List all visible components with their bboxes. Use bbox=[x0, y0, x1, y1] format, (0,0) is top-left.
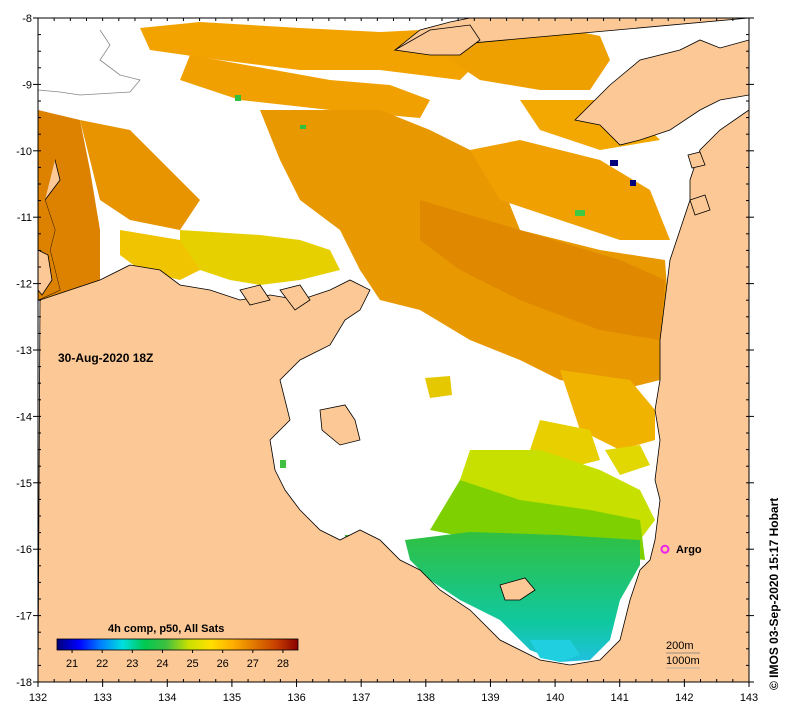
y-axis: -8 -9 -10 -11 -12 -13 -14 -15 -16 -17 -18 bbox=[16, 13, 754, 689]
x-tick-label: 136 bbox=[287, 692, 305, 704]
x-tick-label: 133 bbox=[93, 692, 111, 704]
colorbar-tick-label: 21 bbox=[66, 658, 78, 670]
colorbar-tick-label: 28 bbox=[277, 658, 289, 670]
timestamp-label: 30-Aug-2020 18Z bbox=[58, 351, 153, 365]
argo-marker: Argo bbox=[660, 544, 702, 556]
x-tick-label: 141 bbox=[611, 692, 629, 704]
x-tick-label: 138 bbox=[417, 692, 435, 704]
colorbar: 4h comp, p50, All Sats 21 22 23 24 25 26 27 28 bbox=[56, 623, 299, 670]
colorbar-tick-label: 24 bbox=[156, 658, 168, 670]
x-tick-label: 139 bbox=[481, 692, 499, 704]
y-tick-label: -14 bbox=[16, 411, 32, 423]
y-tick-label: -8 bbox=[22, 13, 32, 25]
x-tick-label: 134 bbox=[158, 692, 176, 704]
depth-legend-1000m: 1000m bbox=[666, 655, 700, 667]
colorbar-tick-label: 26 bbox=[217, 658, 229, 670]
x-tick-label: 140 bbox=[546, 692, 564, 704]
y-tick-label: -15 bbox=[16, 478, 32, 490]
depth-legend-200m: 200m bbox=[666, 640, 694, 652]
x-tick-label: 143 bbox=[740, 692, 758, 704]
colorbar-tick-label: 25 bbox=[186, 658, 198, 670]
land bbox=[38, 18, 749, 682]
x-tick-label: 135 bbox=[223, 692, 241, 704]
x-axis: 132 133 134 135 136 137 138 139 140 141 142 143 bbox=[29, 18, 758, 704]
credit-label: © IMOS 03-Sep-2020 15:17 Hobart bbox=[767, 498, 781, 690]
colorbar-bar bbox=[56, 638, 299, 651]
y-tick-label: -11 bbox=[17, 212, 32, 224]
plot-area bbox=[38, 18, 749, 682]
y-tick-label: -18 bbox=[16, 677, 32, 689]
colorbar-tick-label: 23 bbox=[126, 658, 138, 670]
y-tick-label: -9 bbox=[22, 79, 32, 91]
x-tick-label: 132 bbox=[29, 692, 47, 704]
colorbar-tick-label: 22 bbox=[96, 658, 108, 670]
y-tick-label: -10 bbox=[16, 146, 32, 158]
depth-contour bbox=[38, 29, 141, 96]
y-tick-label: -16 bbox=[16, 544, 32, 556]
colorbar-title: 4h comp, p50, All Sats bbox=[108, 623, 224, 635]
y-tick-label: -12 bbox=[16, 279, 32, 291]
x-tick-label: 142 bbox=[675, 692, 693, 704]
colorbar-tick-label: 27 bbox=[247, 658, 259, 670]
x-tick-label: 137 bbox=[352, 692, 370, 704]
colorbar-ticks: 21 22 23 24 25 26 27 28 bbox=[66, 650, 289, 670]
sst-field bbox=[38, 22, 743, 662]
argo-point bbox=[660, 544, 670, 554]
y-tick-label: -17 bbox=[16, 611, 32, 623]
y-tick-label: -13 bbox=[16, 345, 32, 357]
argo-label: Argo bbox=[676, 544, 702, 556]
